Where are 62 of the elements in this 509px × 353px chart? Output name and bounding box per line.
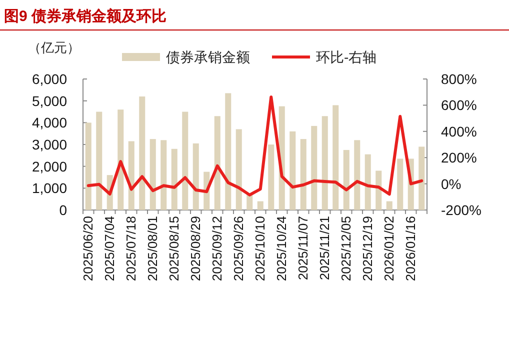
bar	[171, 148, 178, 210]
x-tick-label: 2025/06/20	[80, 216, 96, 282]
bar	[236, 129, 242, 210]
legend-label: 环比-右轴	[316, 49, 377, 65]
x-tick-label: 2025/08/15	[166, 216, 182, 282]
bar	[311, 126, 318, 210]
x-tick-label: 2025/12/19	[360, 216, 375, 282]
bar	[150, 139, 156, 210]
bar	[376, 170, 382, 210]
bar	[85, 122, 92, 210]
bar	[332, 105, 339, 210]
bar	[364, 154, 371, 210]
bar	[225, 93, 232, 210]
bar	[268, 144, 274, 210]
chart-title: 图9 债券承销金额及环比	[4, 7, 167, 25]
bar	[418, 146, 425, 210]
line-series	[86, 95, 424, 196]
x-tick-label: 2025/07/18	[123, 216, 138, 282]
y-axis-title: （亿元）	[28, 40, 80, 55]
bar	[290, 131, 296, 210]
y2-tick-label: -200%	[441, 202, 482, 218]
y-tick-label: 0	[59, 202, 68, 218]
bar	[257, 201, 264, 210]
y-tick-label: 5,000	[32, 92, 68, 109]
x-tick-label: 2025/08/01	[144, 216, 160, 282]
x-tick-label: 2025/09/12	[209, 216, 224, 282]
y2-tick-label: 600%	[441, 97, 477, 114]
bar	[322, 116, 328, 210]
bar	[128, 141, 134, 210]
x-tick-label: 2025/10/24	[274, 216, 289, 282]
y2-tick-label: 0%	[441, 176, 462, 192]
x-tick-label: 2025/09/26	[230, 216, 246, 282]
x-tick-label: 2025/11/21	[316, 216, 332, 280]
bar	[118, 110, 124, 210]
y-tick-label: 1,000	[32, 180, 68, 196]
y2-tick-label: 200%	[441, 150, 477, 166]
bar	[386, 201, 392, 210]
y2-tick-label: 400%	[441, 123, 477, 140]
bar	[214, 116, 220, 210]
bar	[182, 112, 188, 210]
y-tick-label: 3,000	[32, 136, 68, 152]
x-tick-label: 2025/11/07	[295, 216, 310, 280]
x-tick-label: 2026/01/02	[381, 216, 396, 282]
legend-label: 债券承销金额	[166, 49, 250, 65]
x-tick-label: 2025/10/10	[252, 216, 268, 282]
bar	[300, 139, 306, 210]
bar	[246, 194, 253, 210]
y-tick-label: 2,000	[32, 158, 68, 174]
bar	[139, 96, 146, 210]
bar	[343, 150, 350, 210]
x-tick-label: 2025/12/05	[338, 216, 354, 282]
bar	[354, 140, 360, 210]
bar	[397, 158, 404, 210]
y2-tick-label: 800%	[441, 71, 477, 87]
x-tick-label: 2025/07/04	[102, 216, 117, 282]
y-tick-label: 4,000	[32, 114, 68, 131]
bar	[192, 143, 199, 210]
x-tick-label: 2026/01/16	[402, 216, 418, 282]
bar	[160, 140, 167, 210]
y-tick-label: 6,000	[32, 71, 68, 87]
x-tick-label: 2025/08/29	[188, 216, 203, 282]
bar	[96, 112, 102, 210]
